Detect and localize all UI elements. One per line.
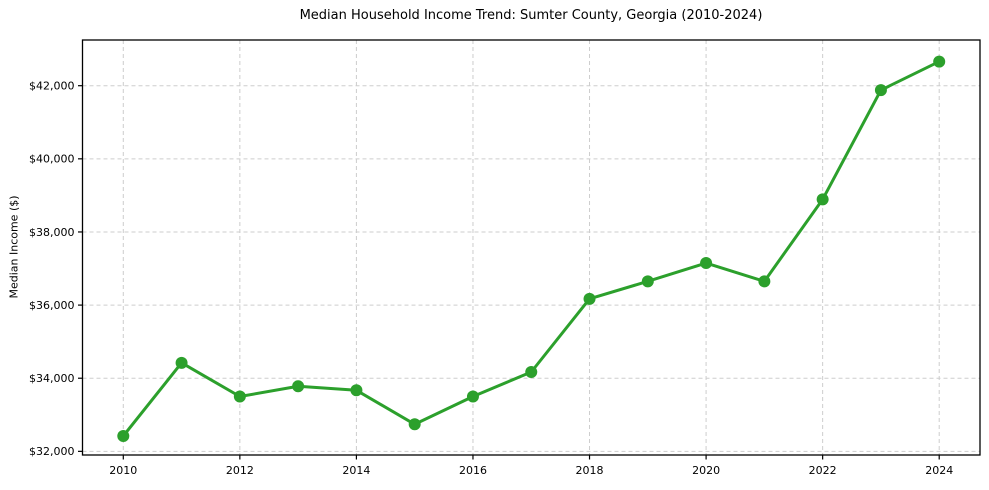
chart-title: Median Household Income Trend: Sumter Co… [299,8,763,23]
y-tick-label: $34,000 [29,372,75,385]
plot-border [81,39,981,456]
x-tick-label: 2020 [692,464,720,477]
x-tick-label: 2010 [109,464,137,477]
x-tick-label: 2016 [459,464,487,477]
data-point-2022 [816,193,829,206]
data-point-2019 [641,275,654,288]
data-point-2020 [700,257,713,270]
x-tick-label: 2018 [576,464,604,477]
y-tick-label: $32,000 [29,445,75,458]
data-point-2015 [408,418,421,431]
data-point-2017 [525,366,538,378]
y-axis-label: Median Income ($) [7,195,21,299]
y-tick-label: $42,000 [29,80,75,93]
data-point-2024 [933,55,946,68]
y-tick-label: $38,000 [29,226,75,239]
x-tick-label: 2012 [226,464,254,477]
data-point-2014 [350,384,363,397]
y-tick-label: $40,000 [29,153,75,166]
x-tick-label: 2014 [342,464,370,477]
data-point-2021 [758,275,771,288]
data-point-2010 [117,429,130,442]
data-point-2011 [175,356,188,369]
y-tick-label: $36,000 [29,299,75,312]
x-tick-label: 2024 [925,464,953,477]
data-point-2016 [466,390,479,403]
data-point-2012 [233,390,246,403]
data-point-2023 [874,84,887,97]
x-tick-label: 2022 [809,464,837,477]
data-point-2013 [292,380,305,393]
data-point-2018 [583,292,596,305]
